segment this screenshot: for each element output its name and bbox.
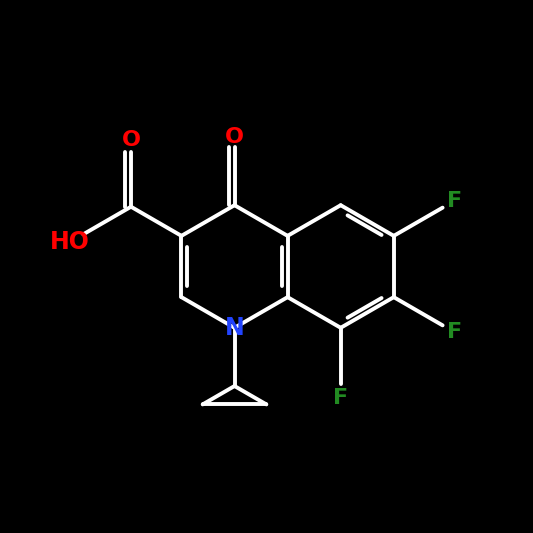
Text: F: F bbox=[333, 387, 348, 408]
Text: F: F bbox=[447, 191, 462, 211]
Text: O: O bbox=[225, 127, 244, 148]
Text: F: F bbox=[447, 322, 462, 342]
Text: O: O bbox=[122, 130, 141, 150]
Text: N: N bbox=[224, 316, 245, 340]
Text: HO: HO bbox=[51, 230, 90, 254]
